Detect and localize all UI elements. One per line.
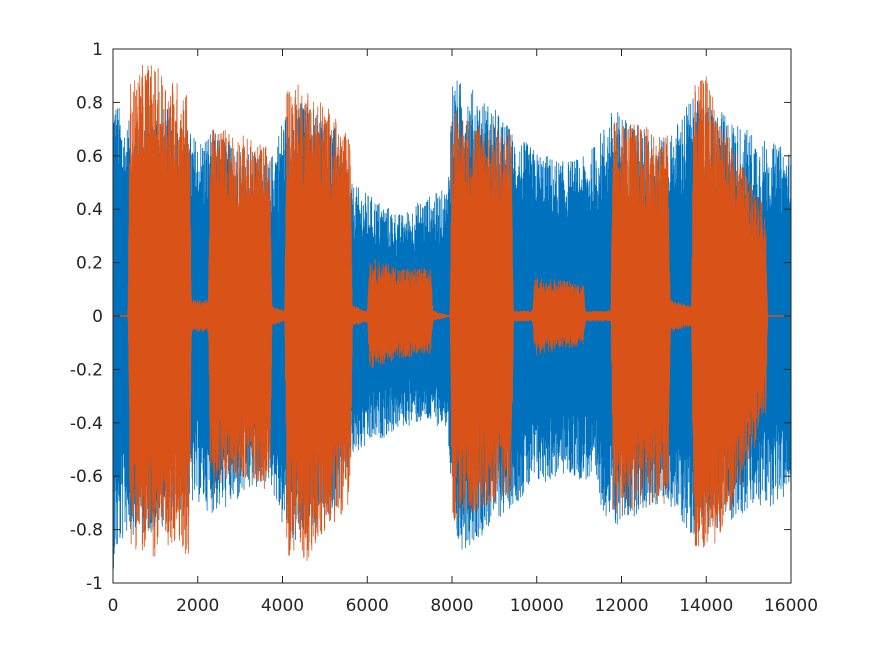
x-tick-label: 0 <box>108 596 119 616</box>
y-tick-label: 0.6 <box>76 147 103 167</box>
x-tick-label: 4000 <box>261 596 304 616</box>
series-2-line <box>112 64 792 561</box>
x-tick-label: 12000 <box>594 596 648 616</box>
y-tick-label: -0.4 <box>70 414 103 434</box>
x-tick-label: 6000 <box>346 596 389 616</box>
series-layer <box>112 64 792 569</box>
y-tick-label: 0 <box>92 307 103 327</box>
tick-labels: 0 2000 4000 6000 8000 10000 12000 14000 16000 -1 -… <box>70 40 818 616</box>
axes-layer <box>112 48 792 584</box>
y-tick-label: -0.6 <box>70 467 103 487</box>
y-tick-label: -0.2 <box>70 360 103 380</box>
x-tick-label: 14000 <box>679 596 733 616</box>
y-tick-label: 1 <box>92 40 103 60</box>
x-tick-label: 2000 <box>176 596 219 616</box>
y-tick-label: -0.8 <box>70 521 103 541</box>
x-tick-label: 16000 <box>764 596 818 616</box>
y-tick-label: -1 <box>86 574 103 594</box>
x-tick-label: 8000 <box>430 596 473 616</box>
x-tick-label: 10000 <box>510 596 564 616</box>
y-tick-label: 0.8 <box>76 93 103 113</box>
y-tick-label: 0.4 <box>76 200 103 220</box>
y-tick-label: 0.2 <box>76 254 103 274</box>
